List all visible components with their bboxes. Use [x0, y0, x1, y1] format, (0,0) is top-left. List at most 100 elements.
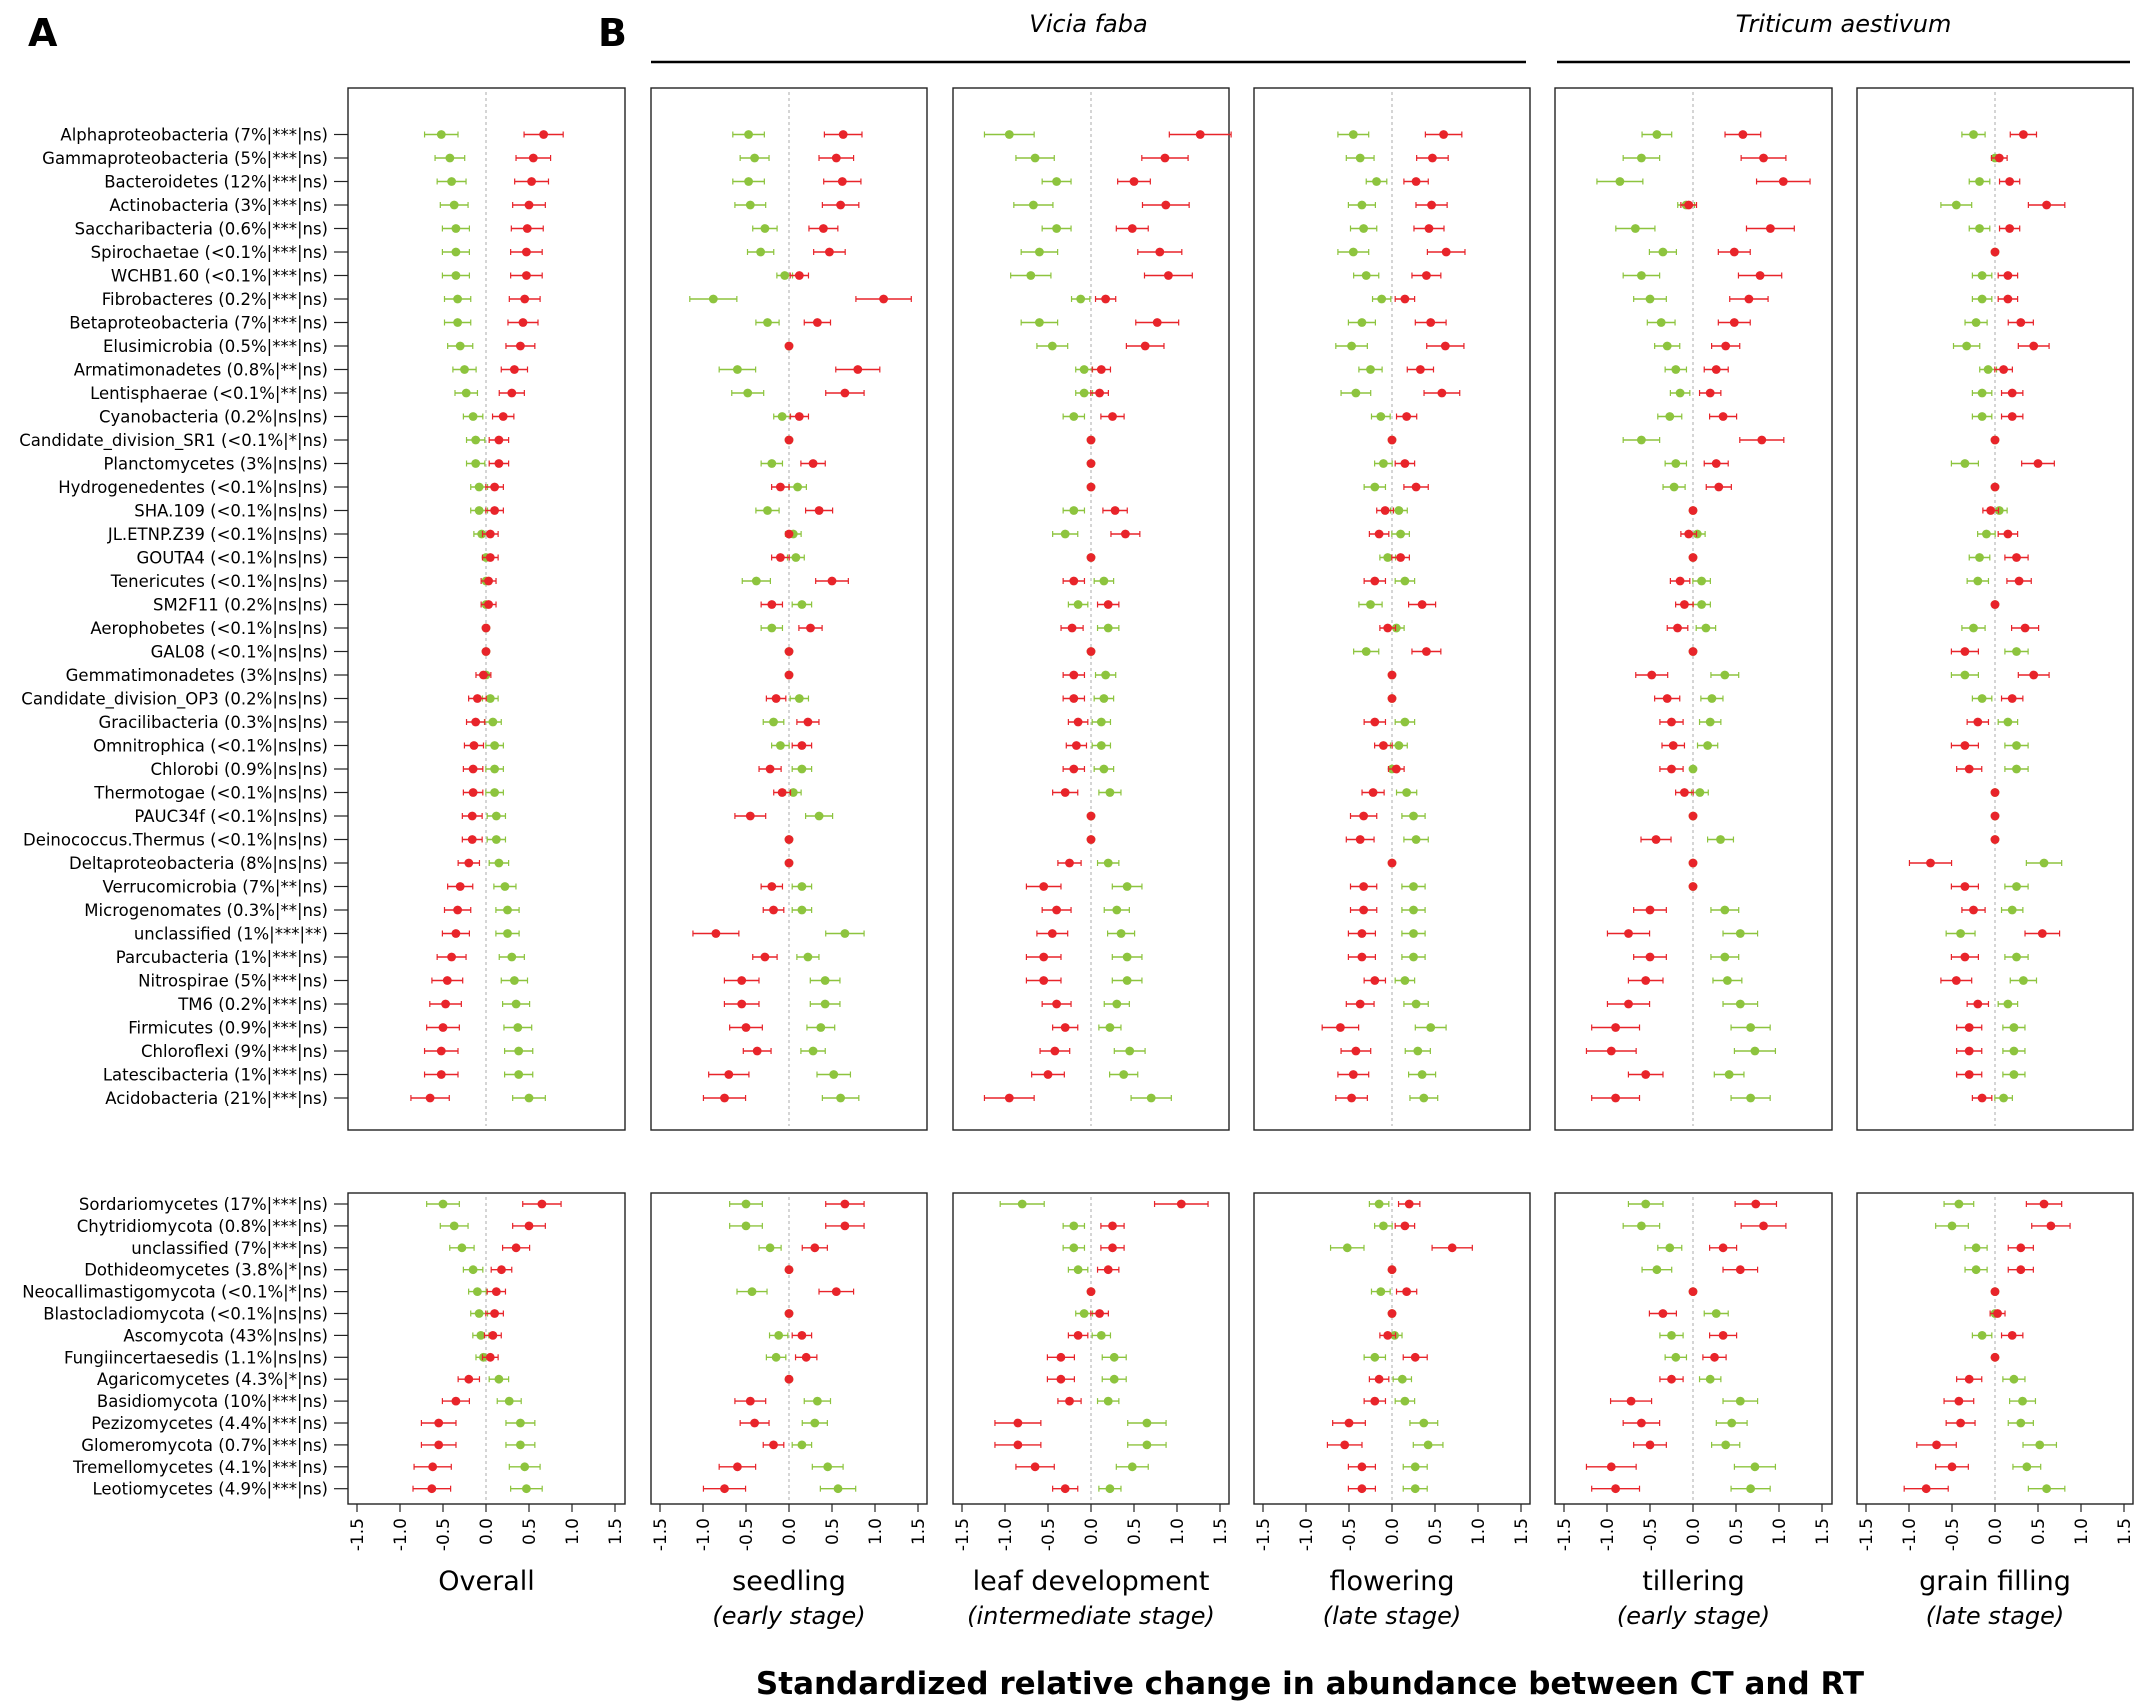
red-point — [1711, 459, 1721, 468]
x-tick-label: 0.0 — [1082, 1518, 1102, 1545]
green-point — [468, 1265, 478, 1275]
red-point — [464, 858, 474, 868]
green-point — [1971, 1243, 1981, 1253]
green-point — [1720, 905, 1730, 915]
green-point — [1069, 1243, 1079, 1253]
green-point — [1697, 600, 1706, 609]
green-point — [776, 741, 785, 750]
green-point — [451, 247, 461, 257]
green-point — [1379, 459, 1388, 468]
red-point — [1688, 1287, 1698, 1296]
green-point — [1028, 200, 1038, 210]
green-point — [447, 177, 456, 186]
green-point — [810, 1418, 820, 1428]
panel-sublabel: (early stage) — [1617, 1602, 1770, 1630]
green-point — [1116, 929, 1126, 938]
red-point — [1155, 247, 1165, 257]
bacteria-panel-frame — [1253, 87, 1531, 1131]
red-point — [840, 1199, 850, 1209]
red-point — [1624, 929, 1633, 938]
green-point — [2042, 1484, 2051, 1494]
green-point — [1720, 952, 1730, 962]
red-point — [1964, 1374, 1974, 1384]
green-point — [1374, 1199, 1384, 1209]
red-point — [485, 529, 495, 539]
x-tick-label: 1.0 — [866, 1518, 886, 1545]
red-point — [1411, 482, 1421, 492]
red-point — [1986, 506, 1996, 515]
green-point — [471, 435, 481, 445]
red-point — [2007, 1331, 2017, 1340]
green-point — [1099, 764, 1109, 774]
red-point — [831, 153, 841, 163]
red-point — [494, 459, 504, 468]
green-point — [2022, 1462, 2032, 1472]
red-point — [1439, 130, 1448, 139]
red-point — [1658, 1309, 1668, 1318]
panel-sublabel: (late stage) — [1926, 1602, 2065, 1630]
green-point — [1413, 1046, 1423, 1056]
red-point — [771, 694, 781, 703]
red-point — [1447, 1243, 1457, 1253]
red-point — [1121, 529, 1130, 539]
red-point — [1370, 976, 1380, 985]
x-tick-label: 0.0 — [1684, 1518, 1704, 1545]
red-point — [1387, 1265, 1397, 1275]
green-point — [1746, 1484, 1756, 1494]
panel-label: seedling — [732, 1566, 846, 1597]
green-point — [1954, 1199, 1964, 1209]
fungi-row-label: Basidiomycota (10%|***|ns) — [97, 1392, 328, 1411]
green-point — [500, 882, 510, 891]
green-point — [1641, 1199, 1651, 1209]
green-point — [797, 1440, 807, 1450]
bacteria-panel-frame — [1856, 87, 2134, 1131]
green-point — [814, 811, 824, 821]
green-point — [791, 553, 801, 562]
red-point — [2012, 553, 2021, 562]
red-point — [1336, 1023, 1345, 1032]
green-point — [2003, 717, 2013, 727]
green-point — [2018, 976, 2028, 985]
red-point — [794, 412, 804, 421]
fungi-row-label: unclassified (7%|***|ns) — [131, 1239, 328, 1258]
x-tick-label: 0.5 — [1125, 1518, 1145, 1545]
red-point — [1056, 1374, 1066, 1384]
red-point — [1140, 341, 1150, 351]
red-point — [1086, 482, 1096, 492]
red-point — [1426, 318, 1436, 327]
red-point — [1711, 365, 1721, 374]
bacteria-panel-frame — [347, 87, 626, 1131]
green-point — [1342, 1243, 1352, 1253]
green-point — [1409, 882, 1418, 891]
bacteria-row-label: unclassified (1%|***|**) — [134, 925, 328, 944]
red-point — [451, 929, 461, 938]
red-point — [1101, 294, 1111, 304]
bacteria-row-label: WCHB1.60 (<0.1%|***|ns) — [111, 267, 328, 286]
red-point — [1437, 388, 1447, 398]
red-point — [442, 976, 452, 985]
x-tick-label: 1.0 — [1168, 1518, 1188, 1545]
green-point — [803, 952, 813, 962]
green-point — [477, 529, 487, 539]
red-point — [1359, 811, 1369, 821]
red-point — [1951, 976, 1961, 985]
bacteria-row-label: Lentisphaerae (<0.1%|**|ns) — [90, 384, 328, 403]
red-point — [1440, 341, 1450, 351]
green-point — [1122, 882, 1132, 891]
red-point — [1391, 764, 1401, 774]
bacteria-row-label: Aerophobetes (<0.1%|ns|ns) — [90, 619, 328, 638]
green-point — [511, 999, 521, 1009]
red-point — [1751, 1199, 1761, 1209]
red-point — [1195, 130, 1205, 139]
green-point — [1035, 318, 1044, 327]
green-point — [1400, 576, 1410, 586]
x-tick-label: 1.0 — [2072, 1518, 2092, 1545]
green-point — [1975, 177, 1984, 186]
x-tick-label: -0.5 — [1340, 1518, 1360, 1551]
red-point — [484, 600, 493, 609]
red-point — [1637, 1418, 1646, 1428]
green-point — [1400, 1396, 1410, 1406]
green-point — [1977, 1331, 1987, 1340]
green-point — [474, 506, 484, 515]
green-point — [1347, 341, 1356, 351]
